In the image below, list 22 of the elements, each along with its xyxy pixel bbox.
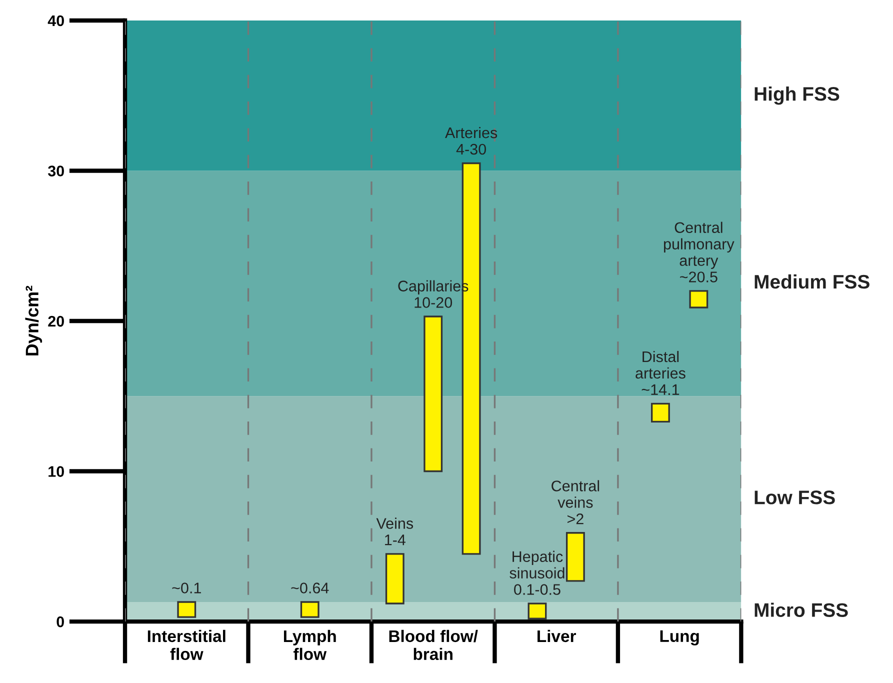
annotation: Veins 1-4 bbox=[376, 518, 414, 546]
band-label: Micro FSS bbox=[754, 602, 848, 617]
y-tick-label: 20 bbox=[48, 316, 64, 327]
x-tick-label: Lymph flow bbox=[284, 630, 336, 660]
annotation: ~0.64 bbox=[291, 582, 329, 594]
x-tick-label: Interstitial flow bbox=[148, 630, 226, 660]
annotation: ~0.1 bbox=[172, 582, 201, 594]
x-tick-label: Lung bbox=[660, 630, 699, 646]
band-label: High FSS bbox=[754, 86, 840, 105]
y-axis-title: Dyn/cm² bbox=[25, 286, 42, 356]
annotation: Central veins >2 bbox=[552, 480, 600, 524]
band-label: Medium FSS bbox=[754, 274, 870, 289]
y-tick-label: 0 bbox=[56, 616, 64, 628]
y-tick-label: 40 bbox=[48, 15, 64, 26]
x-tick-label: Blood flow/ brain bbox=[389, 630, 478, 660]
annotation: Hepatic sinusoid 0.1-0.5 bbox=[510, 550, 564, 595]
annotation: Distal arteries ~14.1 bbox=[636, 350, 686, 395]
band-label: Low FSS bbox=[754, 490, 835, 504]
annotation: Central pulmonary artery ~20.5 bbox=[664, 222, 734, 282]
y-tick-label: 30 bbox=[48, 166, 64, 176]
x-tick-label: Liver bbox=[538, 630, 576, 642]
y-tick-label: 10 bbox=[48, 466, 64, 477]
